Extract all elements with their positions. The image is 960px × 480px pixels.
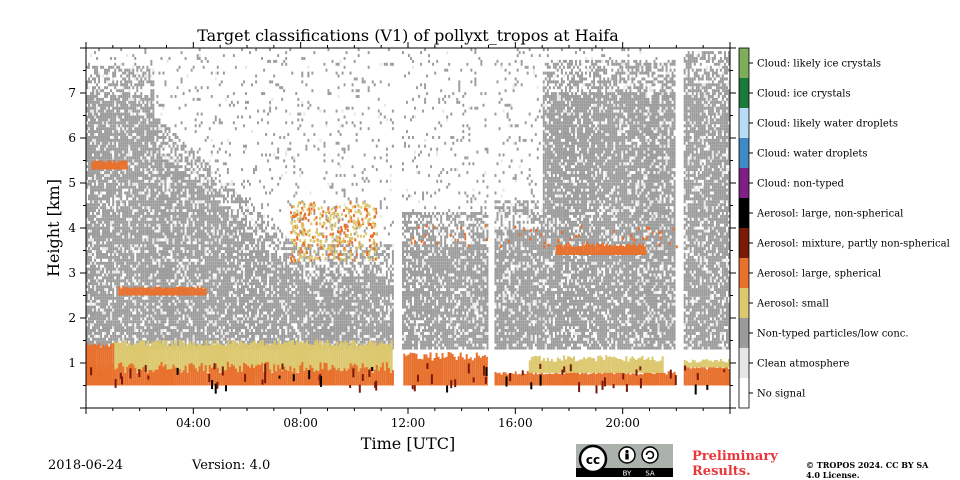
colorbar-swatch — [739, 78, 749, 108]
heatmap-area — [86, 48, 730, 395]
y-tick-label: 3 — [68, 266, 76, 280]
x-tick-label: 08:00 — [283, 416, 318, 430]
cc-by-sa-badge[interactable]: cc BY SA — [576, 444, 673, 477]
colorbar-label: Non-typed particles/low conc. — [757, 329, 909, 340]
cc-text: cc — [586, 453, 600, 467]
colorbar-swatch — [739, 348, 749, 378]
x-axis-label: Time [UTC] — [361, 434, 455, 453]
colorbar-label: Cloud: ice crystals — [757, 89, 851, 100]
preliminary-results-label: Preliminary Results. — [692, 449, 792, 479]
colorbar-label: No signal — [757, 389, 805, 400]
version-label: Version: 4.0 — [192, 458, 270, 473]
colorbar-swatch — [739, 168, 749, 198]
date-label: 2018-06-24 — [48, 458, 123, 473]
x-tick-label: 16:00 — [498, 416, 533, 430]
y-tick-label: 5 — [68, 176, 76, 190]
share-alike-icon — [641, 446, 659, 464]
colorbar: Cloud: likely ice crystals Cloud: ice cry… — [738, 47, 950, 409]
axes: 04:00 08:00 12:00 16:00 20:00 1 2 3 4 5 6 7 — [68, 42, 736, 430]
cc-icon — [578, 444, 608, 474]
colorbar-label: Aerosol: mixture, partly non-spherical — [756, 239, 950, 250]
y-tick-label: 4 — [68, 221, 76, 235]
colorbar-label: Clean atmosphere — [757, 359, 850, 370]
colorbar-swatch — [739, 48, 749, 78]
chart-title: Target classifications (V1) of pollyxt_t… — [197, 26, 619, 45]
x-tick-label: 12:00 — [391, 416, 426, 430]
y-tick-label: 2 — [68, 311, 76, 325]
colorbar-swatch — [739, 108, 749, 138]
colorbar-label: Aerosol: large, spherical — [756, 269, 881, 280]
colorbar-swatch — [739, 198, 749, 228]
y-tick-label: 6 — [68, 131, 76, 145]
colorbar-swatch — [739, 288, 749, 318]
y-tick-label: 7 — [68, 86, 76, 100]
x-tick-label: 20:00 — [605, 416, 640, 430]
colorbar-swatch — [739, 318, 749, 348]
colorbar-swatch — [739, 378, 749, 408]
colorbar-swatch — [739, 258, 749, 288]
colorbar-label: Cloud: non-typed — [757, 179, 845, 190]
colorbar-label: Cloud: likely water droplets — [757, 119, 898, 130]
colorbar-swatch — [739, 228, 749, 258]
colorbar-label: Cloud: water droplets — [757, 149, 868, 160]
colorbar-label: Aerosol: large, non-spherical — [756, 209, 903, 220]
x-tick-label: 04:00 — [176, 416, 211, 430]
y-tick-label: 1 — [68, 356, 76, 370]
y-axis-label: Height [km] — [44, 179, 63, 277]
colorbar-label: Cloud: likely ice crystals — [757, 59, 881, 70]
colorbar-label: Aerosol: small — [756, 299, 829, 310]
sa-text: SA — [645, 470, 655, 478]
by-text: BY — [623, 470, 632, 478]
colorbar-swatch — [739, 138, 749, 168]
copyright-label: © TROPOS 2024. CC BY SA 4.0 License. — [806, 460, 936, 480]
